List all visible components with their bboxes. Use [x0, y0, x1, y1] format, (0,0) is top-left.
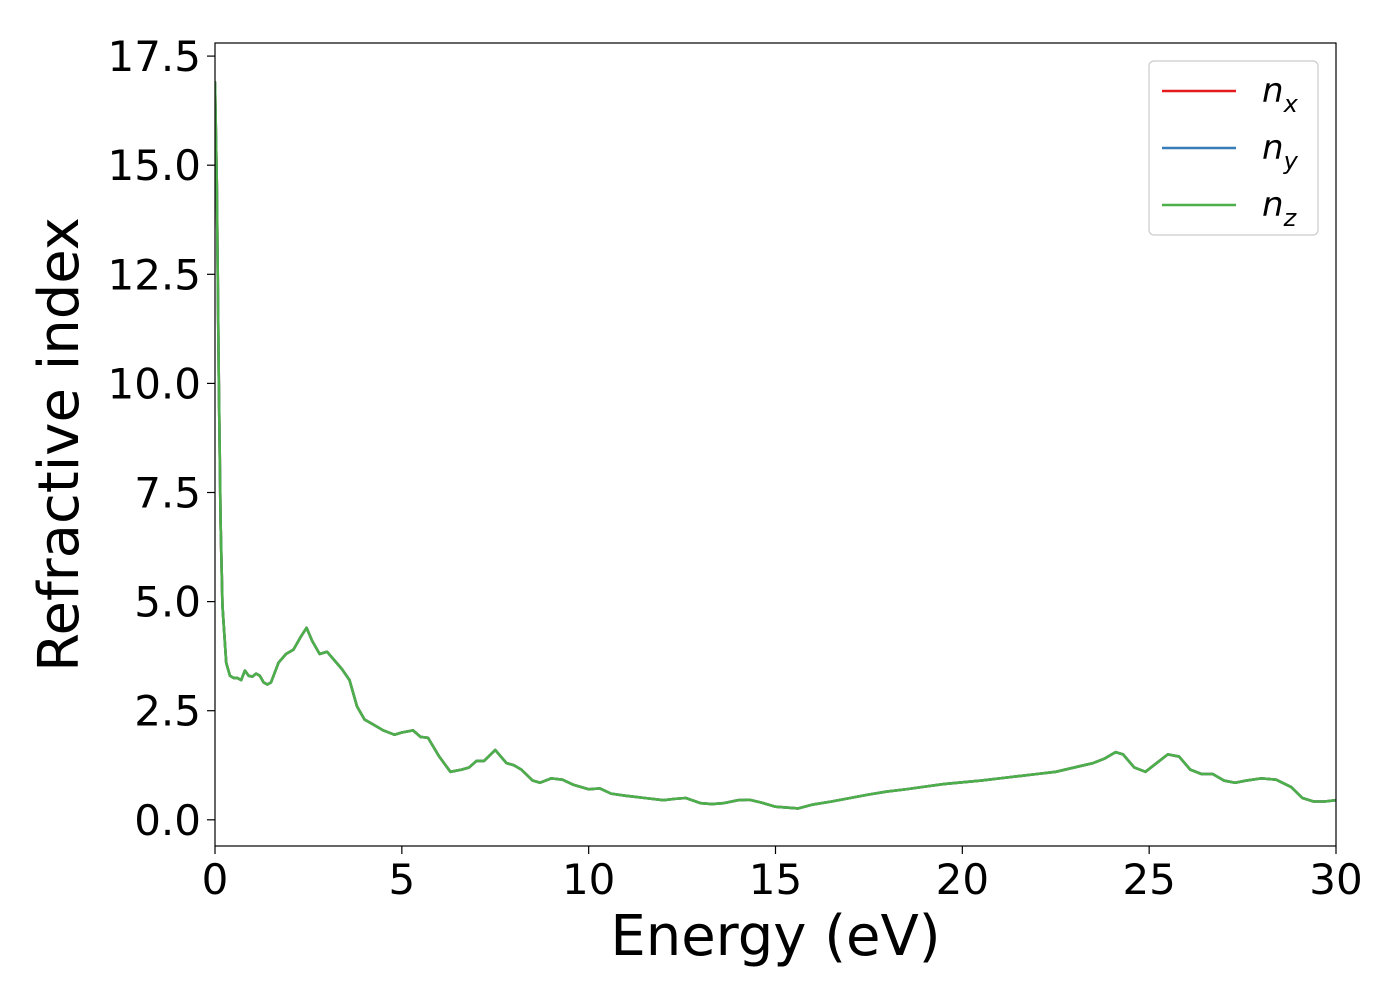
y-axis-label: Refractive index [27, 217, 92, 672]
x-tick-label: 0 [202, 855, 229, 904]
y-tick-label: 5.0 [134, 578, 201, 627]
y-tick-label: 2.5 [134, 687, 201, 736]
series-line-n-z [215, 80, 1336, 810]
y-tick-label: 10.0 [107, 359, 201, 408]
x-tick-label: 10 [562, 855, 615, 904]
x-tick-label: 25 [1122, 855, 1175, 904]
x-tick-label: 30 [1309, 855, 1362, 904]
x-axis-ticks: 0 5 10 15 20 25 30 [202, 846, 1363, 904]
series-layer [215, 80, 1336, 810]
y-tick-label: 7.5 [134, 469, 201, 518]
y-tick-label: 0.0 [134, 796, 201, 845]
y-axis-ticks: 0.0 2.5 5.0 7.5 10.0 12.5 15.0 17.5 [107, 32, 215, 845]
x-tick-label: 5 [388, 855, 415, 904]
y-tick-label: 12.5 [107, 250, 201, 299]
x-tick-label: 20 [936, 855, 989, 904]
x-tick-label: 15 [749, 855, 802, 904]
y-tick-label: 17.5 [107, 32, 201, 81]
x-axis-label: Energy (eV) [610, 904, 940, 969]
y-tick-label: 15.0 [107, 141, 201, 190]
